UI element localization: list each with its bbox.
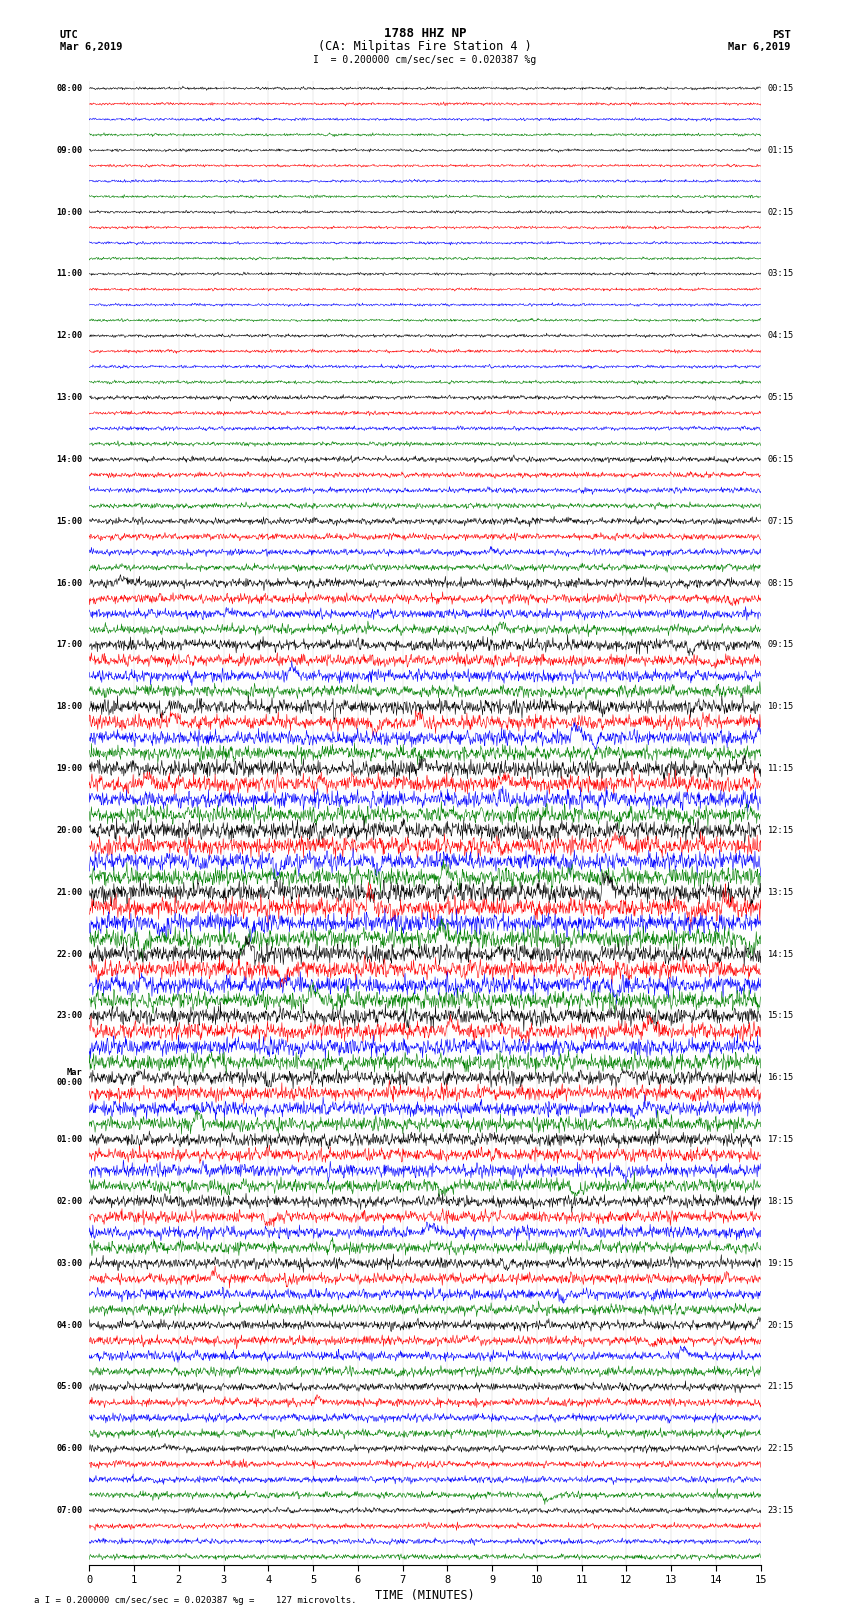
Text: 07:00: 07:00 bbox=[56, 1507, 82, 1515]
Text: 10:00: 10:00 bbox=[56, 208, 82, 216]
Text: 03:15: 03:15 bbox=[768, 269, 794, 279]
Text: 11:00: 11:00 bbox=[56, 269, 82, 279]
Text: 01:00: 01:00 bbox=[56, 1136, 82, 1144]
Text: 10:15: 10:15 bbox=[768, 702, 794, 711]
Text: 06:15: 06:15 bbox=[768, 455, 794, 465]
Text: 04:00: 04:00 bbox=[56, 1321, 82, 1329]
Text: 16:15: 16:15 bbox=[768, 1073, 794, 1082]
Text: 15:00: 15:00 bbox=[56, 516, 82, 526]
Text: 21:15: 21:15 bbox=[768, 1382, 794, 1392]
Text: 22:00: 22:00 bbox=[56, 950, 82, 958]
Text: a I = 0.200000 cm/sec/sec = 0.020387 %g =    127 microvolts.: a I = 0.200000 cm/sec/sec = 0.020387 %g … bbox=[34, 1595, 356, 1605]
Text: 11:15: 11:15 bbox=[768, 765, 794, 773]
Text: 1788 HHZ NP: 1788 HHZ NP bbox=[383, 26, 467, 39]
Text: 14:00: 14:00 bbox=[56, 455, 82, 465]
Text: 04:15: 04:15 bbox=[768, 331, 794, 340]
Text: Mar 6,2019: Mar 6,2019 bbox=[60, 42, 122, 52]
Text: 12:00: 12:00 bbox=[56, 331, 82, 340]
Text: UTC: UTC bbox=[60, 29, 78, 39]
Text: 19:00: 19:00 bbox=[56, 765, 82, 773]
Text: (CA: Milpitas Fire Station 4 ): (CA: Milpitas Fire Station 4 ) bbox=[318, 40, 532, 53]
Text: 13:00: 13:00 bbox=[56, 394, 82, 402]
Text: 18:00: 18:00 bbox=[56, 702, 82, 711]
Text: 19:15: 19:15 bbox=[768, 1258, 794, 1268]
Text: 00:15: 00:15 bbox=[768, 84, 794, 94]
Text: I  = 0.200000 cm/sec/sec = 0.020387 %g: I = 0.200000 cm/sec/sec = 0.020387 %g bbox=[314, 55, 536, 65]
Text: PST: PST bbox=[772, 29, 791, 39]
Text: 23:00: 23:00 bbox=[56, 1011, 82, 1021]
Text: 07:15: 07:15 bbox=[768, 516, 794, 526]
Text: 09:00: 09:00 bbox=[56, 145, 82, 155]
Text: 09:15: 09:15 bbox=[768, 640, 794, 650]
Text: 16:00: 16:00 bbox=[56, 579, 82, 587]
Text: 02:15: 02:15 bbox=[768, 208, 794, 216]
Text: Mar
00:00: Mar 00:00 bbox=[56, 1068, 82, 1087]
Text: 06:00: 06:00 bbox=[56, 1444, 82, 1453]
Text: 18:15: 18:15 bbox=[768, 1197, 794, 1207]
X-axis label: TIME (MINUTES): TIME (MINUTES) bbox=[375, 1589, 475, 1602]
Text: 17:00: 17:00 bbox=[56, 640, 82, 650]
Text: 03:00: 03:00 bbox=[56, 1258, 82, 1268]
Text: 15:15: 15:15 bbox=[768, 1011, 794, 1021]
Text: 05:00: 05:00 bbox=[56, 1382, 82, 1392]
Text: 01:15: 01:15 bbox=[768, 145, 794, 155]
Text: 02:00: 02:00 bbox=[56, 1197, 82, 1207]
Text: 05:15: 05:15 bbox=[768, 394, 794, 402]
Text: Mar 6,2019: Mar 6,2019 bbox=[728, 42, 791, 52]
Text: 14:15: 14:15 bbox=[768, 950, 794, 958]
Text: 13:15: 13:15 bbox=[768, 887, 794, 897]
Text: 12:15: 12:15 bbox=[768, 826, 794, 836]
Text: 17:15: 17:15 bbox=[768, 1136, 794, 1144]
Text: 20:15: 20:15 bbox=[768, 1321, 794, 1329]
Text: 20:00: 20:00 bbox=[56, 826, 82, 836]
Text: 23:15: 23:15 bbox=[768, 1507, 794, 1515]
Text: 21:00: 21:00 bbox=[56, 887, 82, 897]
Text: 22:15: 22:15 bbox=[768, 1444, 794, 1453]
Text: 08:00: 08:00 bbox=[56, 84, 82, 94]
Text: 08:15: 08:15 bbox=[768, 579, 794, 587]
